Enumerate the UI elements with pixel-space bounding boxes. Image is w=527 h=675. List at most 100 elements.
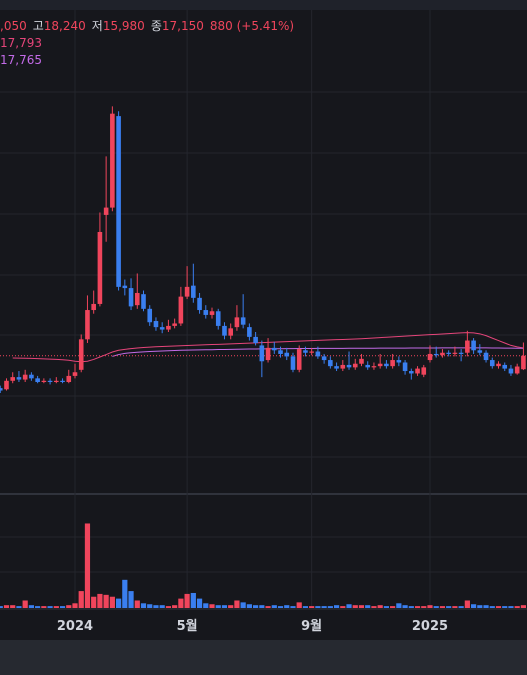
candle-body xyxy=(303,350,308,353)
candle-body xyxy=(334,366,339,369)
volume-bar xyxy=(259,605,265,608)
low-label: 저 xyxy=(91,19,103,33)
volume-bar xyxy=(122,579,128,608)
volume-bar xyxy=(147,604,153,608)
volume-bar xyxy=(514,606,520,608)
candle-body xyxy=(290,356,296,370)
candle-body xyxy=(477,350,483,353)
candle-body xyxy=(452,352,458,354)
candle-body xyxy=(396,360,402,363)
candle-body xyxy=(415,368,420,374)
candle-body xyxy=(365,364,371,368)
candle-body xyxy=(91,303,96,311)
candle-body xyxy=(178,296,184,324)
volume-bar xyxy=(508,606,514,608)
volume-bar xyxy=(159,605,165,608)
volume-bar xyxy=(520,605,527,608)
candle-body xyxy=(197,297,202,311)
change: 880 (+5.41%) xyxy=(209,19,295,33)
volume-bar xyxy=(16,606,22,608)
volume-bar xyxy=(265,606,271,608)
volume-bar xyxy=(0,606,3,608)
candle-body xyxy=(122,285,128,289)
volume-bar xyxy=(439,606,446,608)
volume-bar xyxy=(365,605,371,608)
candle-body xyxy=(215,311,221,326)
candle-body xyxy=(352,363,358,368)
volume-bar xyxy=(390,606,396,608)
high: 18,240 xyxy=(43,19,86,33)
volume-bar xyxy=(284,605,290,608)
volume-bar xyxy=(209,604,215,608)
candle-body xyxy=(153,321,159,328)
volume-bar xyxy=(59,606,66,608)
bottom-bar xyxy=(0,640,527,675)
volume-bar xyxy=(234,600,240,608)
volume-bar xyxy=(333,605,340,608)
volume-bar xyxy=(203,603,209,608)
candle-body xyxy=(340,364,346,369)
volume-bar xyxy=(28,605,34,608)
legend: ,050 고18,240 저15,980 종17,150 880 (+5.41%) 17… xyxy=(0,18,294,69)
candle-body xyxy=(502,364,508,369)
volume-bar xyxy=(290,606,296,608)
chart: 2024 5월 9월 2025 xyxy=(0,0,527,634)
candles xyxy=(0,106,526,393)
ma-label: 17,765 xyxy=(0,53,42,67)
volume-bar xyxy=(408,606,414,608)
candle-body xyxy=(377,363,383,367)
volume-bar xyxy=(78,591,84,608)
volume-bar xyxy=(271,605,277,608)
volume-bar xyxy=(489,606,495,608)
volume-bar xyxy=(452,606,458,608)
candle-body xyxy=(508,368,514,374)
candle-body xyxy=(134,292,140,306)
open: ,050 xyxy=(0,19,27,33)
volume-bar xyxy=(477,605,483,608)
grid xyxy=(0,91,527,573)
candle-body xyxy=(103,207,109,215)
candle-body xyxy=(110,113,115,208)
volume-bar xyxy=(483,605,489,608)
volume-bar xyxy=(196,598,203,608)
candle-body xyxy=(446,352,451,354)
candle-body xyxy=(521,355,526,370)
candle-body xyxy=(78,339,84,370)
volume-bar xyxy=(97,593,103,608)
ma-label: 17,793 xyxy=(0,36,42,50)
candle-body xyxy=(328,360,333,367)
volume-bar xyxy=(221,605,228,608)
volume-bar xyxy=(296,602,302,608)
volume-bar xyxy=(41,606,47,608)
candle-body xyxy=(284,352,290,357)
candle-body xyxy=(116,116,121,287)
x-tick-label: 9월 xyxy=(301,618,322,634)
volume-bar xyxy=(53,606,59,608)
volume-bar xyxy=(309,606,315,608)
candle-body xyxy=(22,374,28,380)
volume-bar xyxy=(215,605,221,608)
volume-bar xyxy=(103,594,109,608)
volume-bar xyxy=(246,604,252,608)
volume-bar xyxy=(302,606,309,608)
high-label: 고 xyxy=(32,19,44,33)
candle-body xyxy=(321,356,327,361)
volume-bar xyxy=(346,604,352,608)
candle-body xyxy=(489,360,495,367)
candle-body xyxy=(315,351,321,357)
volume-bar xyxy=(427,605,433,608)
candle-body xyxy=(72,372,78,376)
volume-bar xyxy=(458,606,464,608)
candle-body xyxy=(384,363,389,367)
candle-body xyxy=(296,349,302,370)
candle-body xyxy=(496,363,501,367)
candle-body xyxy=(247,327,252,337)
candle-body xyxy=(85,310,90,340)
volume-bar xyxy=(421,606,427,608)
volume-bar xyxy=(47,606,53,608)
x-tick-label: 2024 xyxy=(57,619,93,634)
volume-bar xyxy=(115,598,122,608)
volume-bar xyxy=(253,605,259,608)
candle-body xyxy=(41,380,47,383)
volume-bar xyxy=(414,606,421,608)
